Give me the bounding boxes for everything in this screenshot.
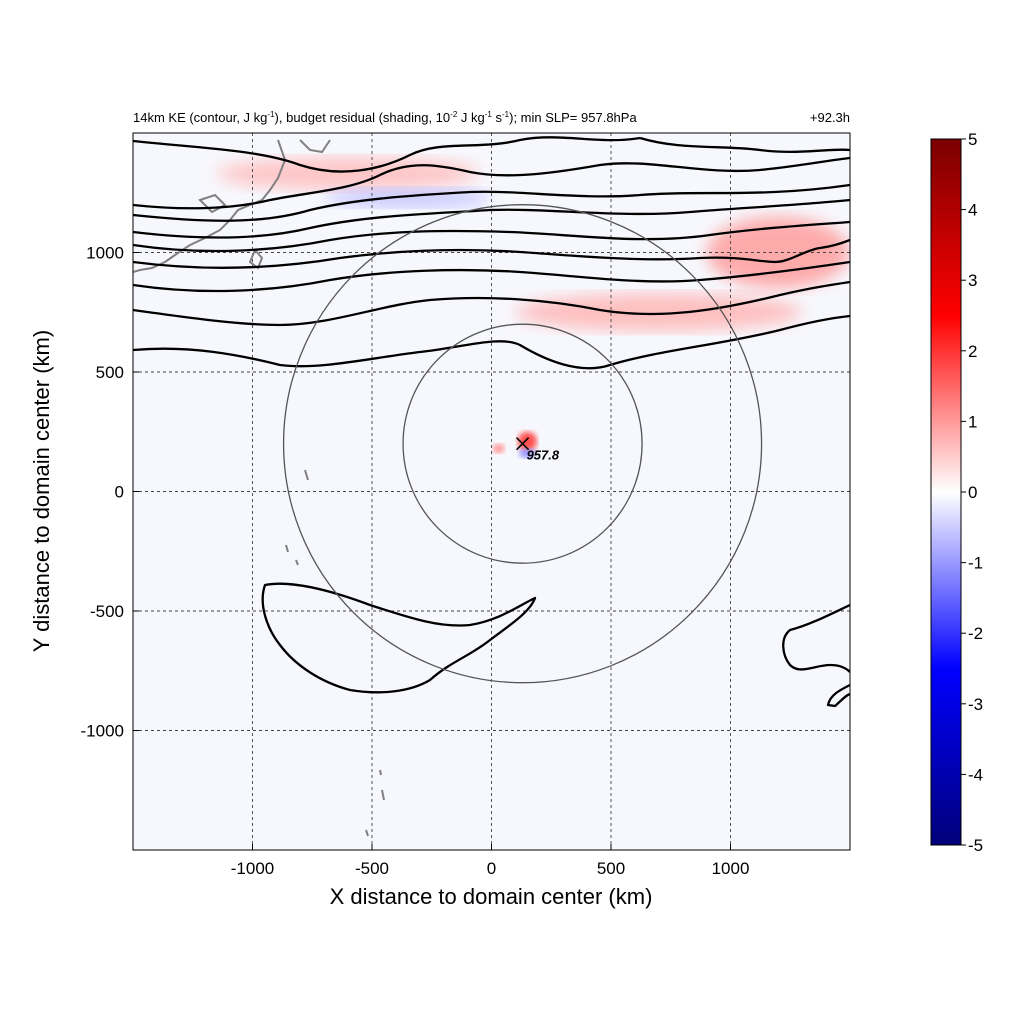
forecast-time: +92.3h xyxy=(810,110,850,125)
shading-eye-negative xyxy=(518,448,536,459)
colorbar-tick-label: -1 xyxy=(968,554,983,573)
x-tick-label: -500 xyxy=(355,859,389,878)
title-part-c: ), budget residual (shading, 10 xyxy=(275,110,451,125)
storm-center-marker: 957.8 xyxy=(516,437,560,463)
radius-circle xyxy=(282,204,763,684)
colorbar-tick-label: -5 xyxy=(968,836,983,855)
y-tick-label: -500 xyxy=(90,602,124,621)
x-tick-label: 500 xyxy=(597,859,625,878)
shading-eye-positive-west xyxy=(492,443,505,454)
colorbar-tick-label: 2 xyxy=(968,342,977,361)
ke-contours xyxy=(133,136,850,708)
colorbar-tick-label: -3 xyxy=(968,695,983,714)
title-part-e: J kg xyxy=(457,110,484,125)
colorbar-ticks: 5 4 3 2 1 0 -1 -2 -3 -4 -5 xyxy=(961,130,983,855)
colorbar-tick-label: 1 xyxy=(968,412,977,431)
shading-jet-band-negative xyxy=(324,187,492,208)
y-tick-label: 500 xyxy=(96,363,124,382)
title-sup-4: -1 xyxy=(502,110,510,119)
chart-title: 14km KE (contour, J kg-1), budget residu… xyxy=(133,110,637,125)
title-part-a: 14km KE (contour, J kg xyxy=(133,110,267,125)
title-sup-3: -1 xyxy=(485,110,493,119)
x-axis-label: X distance to domain center (km) xyxy=(330,884,653,909)
x-axis-ticks: -1000 -500 0 500 1000 xyxy=(231,844,750,878)
colorbar-tick-label: 3 xyxy=(968,271,977,290)
colorbar-tick-label: 5 xyxy=(968,130,977,149)
shading-jet-band-east xyxy=(706,216,850,289)
colorbar-tick-label: 0 xyxy=(968,483,977,502)
colorbar xyxy=(930,138,962,846)
y-axis-label: Y distance to domain center (km) xyxy=(29,330,54,652)
title-part-i: ); min SLP= 957.8hPa xyxy=(509,110,637,125)
radius-circle xyxy=(402,323,643,564)
title-part-g: s xyxy=(492,110,503,125)
title-sup-2: -2 xyxy=(450,110,458,119)
title-sup-1: -1 xyxy=(267,110,275,119)
colorbar-tick-label: 4 xyxy=(968,201,977,220)
radius-circles xyxy=(282,204,763,684)
x-tick-label: -1000 xyxy=(231,859,274,878)
x-tick-label: 0 xyxy=(487,859,496,878)
min-slp-label: 957.8 xyxy=(527,448,560,463)
x-tick-label: 1000 xyxy=(712,859,750,878)
y-tick-label: -1000 xyxy=(81,722,124,741)
shading-eye-positive xyxy=(517,431,537,451)
y-axis-ticks: -1000 -500 0 500 1000 xyxy=(81,244,139,741)
colorbar-tick-label: -4 xyxy=(968,765,983,784)
y-tick-label: 1000 xyxy=(86,244,124,263)
y-tick-label: 0 xyxy=(115,483,124,502)
colorbar-tick-label: -2 xyxy=(968,624,983,643)
